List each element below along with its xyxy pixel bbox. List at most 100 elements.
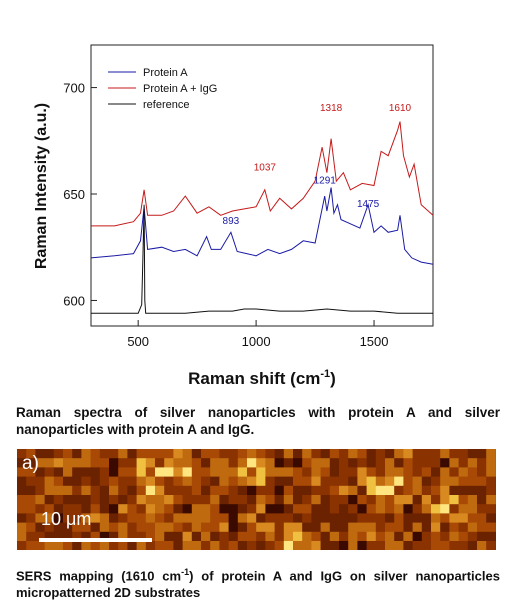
- map-cell: [265, 522, 276, 533]
- map-cell: [109, 513, 119, 524]
- map-cell: [265, 541, 276, 550]
- mapping-caption: SERS mapping (1610 cm-1) of protein A an…: [16, 567, 500, 601]
- spectra-caption: Raman spectra of silver nanoparticles wi…: [16, 405, 500, 437]
- map-cell: [35, 467, 46, 478]
- map-cell: [53, 504, 64, 514]
- map-cell: [210, 513, 220, 524]
- map-cell: [247, 504, 257, 514]
- map-cell: [320, 522, 331, 533]
- map-cell: [210, 531, 220, 542]
- map-cell: [219, 467, 230, 478]
- map-cell: [63, 485, 73, 496]
- map-cell: [265, 485, 276, 496]
- map-cell: [72, 504, 82, 514]
- map-cell: [366, 522, 377, 533]
- map-cell: [467, 522, 478, 533]
- map-cell: [63, 449, 73, 459]
- map-cell: [486, 476, 496, 487]
- map-cell: [293, 449, 303, 459]
- map-cell: [201, 513, 211, 524]
- map-cell: [210, 504, 220, 514]
- map-cell: [173, 541, 184, 550]
- map-cell: [219, 495, 230, 505]
- map-cell: [99, 541, 110, 550]
- map-cell: [385, 467, 395, 478]
- map-cell: [440, 476, 450, 487]
- peak-label-4: 1475: [357, 199, 380, 210]
- map-cell: [182, 476, 193, 487]
- map-cell: [17, 458, 27, 468]
- map-cell: [201, 458, 211, 468]
- map-cell: [118, 504, 128, 514]
- map-cell: [449, 458, 460, 468]
- map-cell: [302, 513, 312, 524]
- map-cell: [155, 522, 165, 533]
- map-cell: [26, 467, 36, 478]
- map-cell: [348, 504, 358, 514]
- map-cell: [467, 495, 478, 505]
- map-cell: [339, 504, 349, 514]
- map-cell: [348, 541, 358, 550]
- legend-label-0: Protein A: [143, 67, 188, 79]
- map-cell: [127, 541, 138, 550]
- map-cell: [329, 485, 340, 496]
- map-cell: [210, 485, 220, 496]
- map-cell: [394, 476, 404, 487]
- map-cell: [357, 495, 368, 505]
- map-cell: [118, 476, 128, 487]
- map-cell: [431, 476, 441, 487]
- map-cell: [265, 476, 276, 487]
- map-cell: [136, 485, 147, 496]
- map-cell: [72, 458, 82, 468]
- map-cell: [136, 504, 147, 514]
- map-cell: [477, 476, 487, 487]
- scale-bar-label: 10 μm: [41, 509, 92, 529]
- map-cell: [145, 541, 156, 550]
- map-cell: [403, 531, 414, 542]
- map-cell: [302, 504, 312, 514]
- map-cell: [458, 504, 469, 514]
- map-cell: [486, 522, 496, 533]
- map-cell: [458, 458, 469, 468]
- map-cell: [486, 495, 496, 505]
- map-cell: [118, 531, 128, 542]
- map-cell: [99, 476, 110, 487]
- map-cell: [375, 541, 386, 550]
- map-cell: [431, 495, 441, 505]
- map-cell: [486, 458, 496, 468]
- map-cell: [127, 522, 138, 533]
- map-cell: [136, 513, 147, 524]
- map-cell: [458, 449, 469, 459]
- peak-label-1: 1318: [320, 103, 343, 114]
- map-cell: [81, 513, 92, 524]
- map-cell: [81, 485, 92, 496]
- map-cell: [302, 449, 312, 459]
- map-cell: [219, 522, 230, 533]
- map-cell: [449, 531, 460, 542]
- map-cell: [375, 485, 386, 496]
- map-cell: [366, 504, 377, 514]
- map-cell: [99, 485, 110, 496]
- map-cell: [366, 541, 377, 550]
- map-cell: [329, 504, 340, 514]
- map-cell: [311, 458, 322, 468]
- map-cell: [26, 476, 36, 487]
- map-cell: [421, 467, 432, 478]
- map-cell: [385, 541, 395, 550]
- map-cell: [17, 522, 27, 533]
- map-cell: [293, 522, 303, 533]
- map-cell: [182, 504, 193, 514]
- map-cell: [237, 476, 248, 487]
- map-cell: [431, 458, 441, 468]
- map-cell: [219, 504, 230, 514]
- map-cell: [302, 458, 312, 468]
- map-cell: [247, 513, 257, 524]
- map-cell: [348, 531, 358, 542]
- map-cell: [421, 476, 432, 487]
- map-cell: [283, 522, 294, 533]
- map-cell: [201, 522, 211, 533]
- map-cell: [366, 476, 377, 487]
- map-cell: [145, 495, 156, 505]
- map-cell: [394, 513, 404, 524]
- map-cell: [26, 531, 36, 542]
